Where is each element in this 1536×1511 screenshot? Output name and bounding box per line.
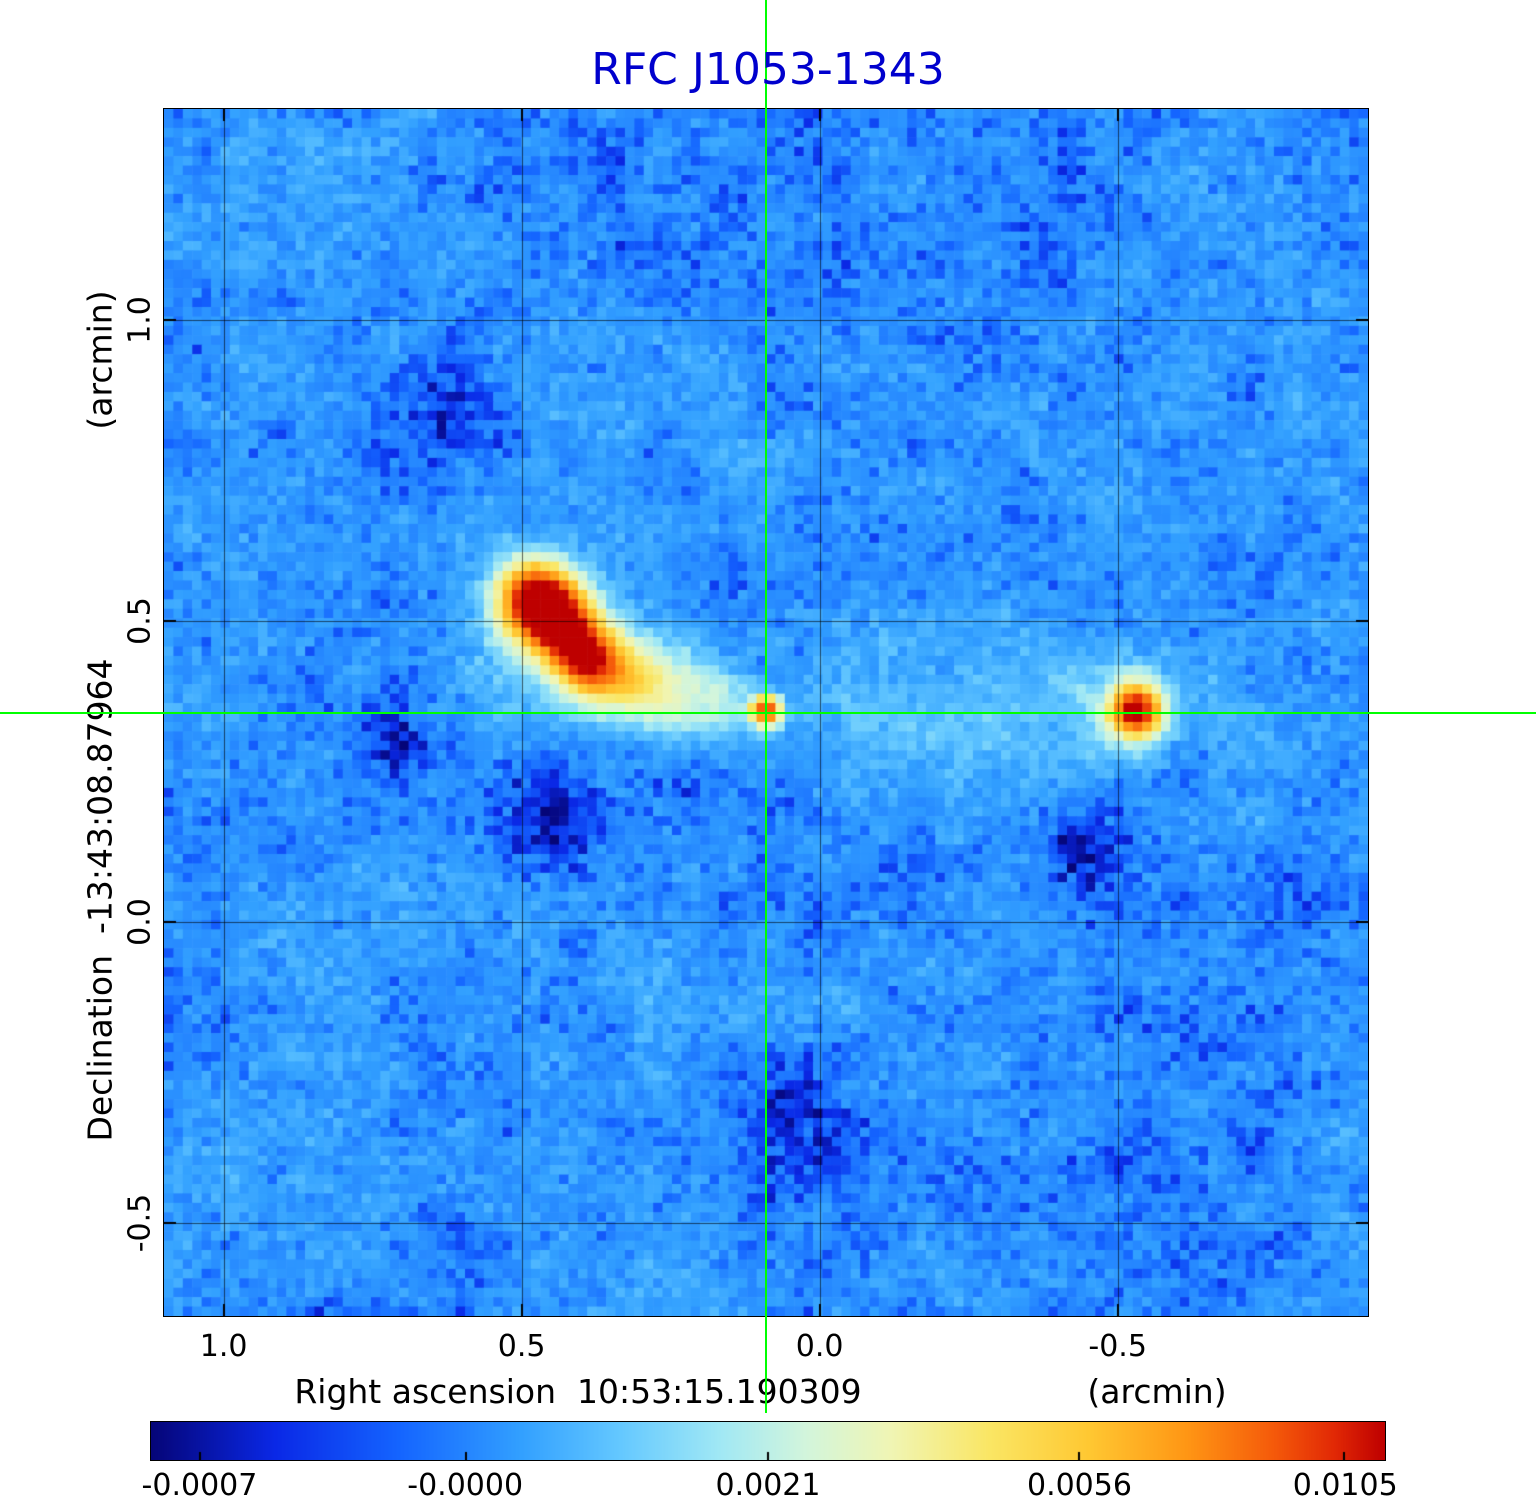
crosshair-vertical-line (765, 0, 767, 1413)
y-axis-label: Declination -13:43:08.87964 (80, 658, 120, 1142)
colorbar-canvas (151, 1422, 1385, 1460)
colorbar-tick-label: 0.0105 (1292, 1468, 1398, 1503)
y-axis-unit-label: (arcmin) (80, 290, 120, 430)
x-tick-label: 0.5 (497, 1329, 546, 1364)
colorbar-tick-label: 0.0021 (715, 1468, 821, 1503)
colorbar-tick-label: -0.0000 (407, 1468, 524, 1503)
figure-title: RFC J1053-1343 (591, 44, 945, 95)
x-tick-label: 0.0 (795, 1329, 844, 1364)
x-tick-label: -0.5 (1088, 1329, 1147, 1364)
crosshair-horizontal-line (0, 711, 1536, 714)
y-tick-label: 1.0 (122, 295, 158, 344)
colorbar-tick-label: -0.0007 (141, 1468, 258, 1503)
x-axis-label: Right ascension 10:53:15.190309 (294, 1372, 862, 1411)
x-axis-unit-label: (arcmin) (1087, 1372, 1227, 1411)
colorbar (150, 1421, 1386, 1461)
y-tick-label: 0.0 (122, 897, 158, 946)
y-tick-label: -0.5 (122, 1193, 158, 1252)
x-tick-label: 1.0 (199, 1329, 248, 1364)
y-tick-label: 0.5 (122, 596, 158, 645)
colorbar-tick-label: 0.0056 (1026, 1468, 1132, 1503)
